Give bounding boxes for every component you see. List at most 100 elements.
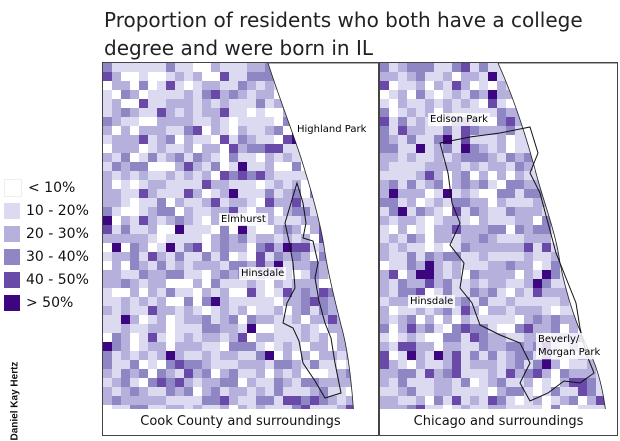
tract-cell <box>533 198 543 213</box>
tract-cell <box>148 351 165 360</box>
tract-cell <box>256 351 267 360</box>
tract-cell <box>112 99 122 114</box>
tract-cell <box>148 135 163 144</box>
place-label: Edison Park <box>428 113 490 126</box>
tract-cell <box>434 162 443 173</box>
tract-cell <box>103 162 112 173</box>
tract-cell <box>166 63 176 80</box>
tract-cell <box>497 72 506 88</box>
tract-cell <box>211 72 221 83</box>
tract-cell <box>542 360 558 370</box>
tract-cell <box>389 396 400 406</box>
tract-cell <box>283 153 296 162</box>
tract-cell <box>470 387 480 400</box>
tract-cell <box>265 108 280 118</box>
tract-cell <box>193 207 202 222</box>
tract-cell <box>139 315 154 324</box>
tract-cell <box>398 117 415 128</box>
legend-swatch <box>4 225 20 242</box>
tract-cell <box>184 324 193 340</box>
tract-cell <box>515 396 525 412</box>
tract-cell <box>425 135 435 150</box>
tract-cell <box>238 324 249 334</box>
tract-cell <box>211 396 224 406</box>
tract-cell <box>166 315 182 326</box>
tract-cell <box>380 351 392 360</box>
tract-cell <box>398 333 408 346</box>
tract-cell <box>398 324 414 334</box>
tract-cell <box>515 360 525 374</box>
tract-cell <box>488 297 505 307</box>
tract-cell <box>157 81 170 92</box>
tract-cell <box>229 369 239 384</box>
tract-cell <box>416 306 431 315</box>
tract-cell <box>479 252 490 263</box>
tract-cell <box>497 189 507 206</box>
tract-cell <box>389 270 399 285</box>
tract-cell <box>407 243 419 253</box>
tract-cell <box>389 324 399 334</box>
tract-cell <box>175 63 185 77</box>
tract-cell <box>470 306 484 315</box>
tract-cell <box>247 81 259 90</box>
tract-cell <box>121 369 130 382</box>
tract-cell <box>112 351 123 366</box>
tract-cell <box>274 288 288 299</box>
tract-cell <box>220 378 230 389</box>
tract-cell <box>247 180 256 197</box>
tract-cell <box>112 198 123 212</box>
tract-cell <box>470 378 480 392</box>
tract-cell <box>220 351 235 360</box>
tract-cell <box>157 351 166 365</box>
tract-cell <box>389 342 404 353</box>
tract-cell <box>238 72 250 81</box>
tract-cell <box>229 144 244 155</box>
tract-cell <box>587 378 597 391</box>
tract-cell <box>461 189 470 198</box>
tract-cell <box>407 360 418 376</box>
tract-cell <box>265 324 278 335</box>
tract-cell <box>389 369 399 380</box>
tract-cell <box>407 207 424 218</box>
tract-cell <box>121 342 132 355</box>
tract-cell <box>479 207 496 216</box>
map-caption: Chicago and surroundings <box>380 409 617 435</box>
tract-cell <box>202 171 214 182</box>
tract-cell <box>470 189 484 198</box>
tract-cell <box>488 171 497 180</box>
legend-swatch <box>4 202 20 219</box>
tract-cell <box>103 180 112 191</box>
tract-cell <box>283 360 300 370</box>
tract-cell <box>139 216 153 225</box>
tract-cell <box>479 72 489 87</box>
tract-cell <box>175 180 189 189</box>
tract-cell <box>416 126 425 140</box>
tract-cell <box>425 90 435 107</box>
tract-cell <box>130 90 139 103</box>
legend-item: > 50% <box>4 291 89 314</box>
tract-cell <box>139 243 148 258</box>
tract-cell <box>380 270 392 281</box>
tract-cell <box>238 315 250 326</box>
tract-cell <box>380 261 390 270</box>
tract-cell <box>148 171 159 182</box>
tract-cell <box>380 135 391 144</box>
tract-cell <box>166 144 178 153</box>
tract-cell <box>389 108 398 122</box>
tract-cell <box>497 360 510 371</box>
tract-cell <box>328 324 338 333</box>
tract-cell <box>407 117 417 126</box>
tract-cell <box>121 270 131 287</box>
tract-cell <box>506 306 517 318</box>
tract-cell <box>470 324 482 334</box>
tract-cell <box>112 81 123 98</box>
tract-cell <box>247 162 259 172</box>
tract-cell <box>238 180 249 193</box>
place-label: Elmhurst <box>219 213 268 226</box>
tract-cell <box>488 207 504 217</box>
tract-cell <box>139 72 155 81</box>
tract-cell <box>389 180 398 195</box>
tract-cell <box>112 153 121 166</box>
tract-cell <box>506 108 516 122</box>
tract-cell <box>416 63 428 74</box>
